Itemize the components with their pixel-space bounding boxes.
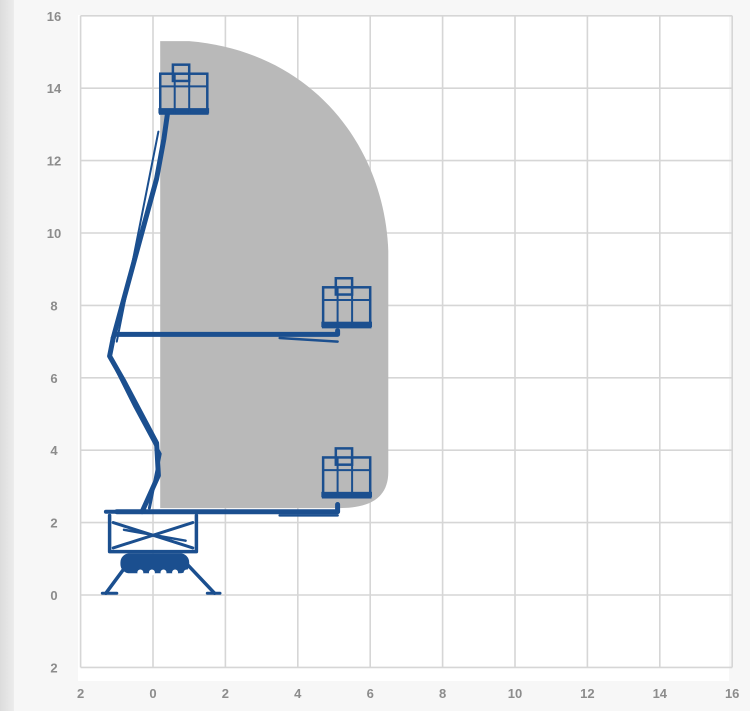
y-tick-label: 8	[50, 298, 57, 313]
platform-low	[321, 456, 372, 499]
boom-horizontal-mid	[114, 328, 341, 337]
chassis-frame	[107, 513, 199, 554]
working-envelope	[160, 41, 389, 509]
lower-boom-rod	[115, 369, 162, 510]
track-base	[120, 553, 190, 574]
track-wheel	[148, 569, 155, 576]
x-tick-label: 4	[294, 686, 302, 701]
platform-mid-floor	[321, 321, 373, 328]
upper-boom	[110, 111, 170, 341]
y-tick-label: 10	[47, 226, 61, 241]
left-border-strip	[0, 0, 14, 711]
platform-low-control-box	[334, 447, 354, 466]
y-axis-ticks: 16 14 12 10 8 6 4 2 0 2	[47, 9, 62, 676]
upper-boom-rod	[115, 130, 160, 343]
y-tick-label: 0	[50, 588, 57, 603]
y-tick-label: 2	[50, 660, 57, 675]
y-tick-label: 16	[47, 9, 61, 24]
track-wheel	[137, 569, 144, 576]
x-tick-label: 6	[367, 686, 374, 701]
chassis-brace	[122, 528, 187, 542]
x-tick-label: 8	[439, 686, 446, 701]
y-tick-label: 14	[47, 81, 62, 96]
y-tick-label: 4	[50, 443, 58, 458]
y-tick-label: 12	[47, 154, 61, 169]
x-tick-label: 2	[222, 686, 229, 701]
x-tick-label: 2	[77, 686, 84, 701]
articulated-boom-lift-icon	[100, 63, 373, 595]
x-tick-label: 16	[725, 686, 739, 701]
boom-horizontal-low	[114, 502, 341, 515]
track-wheel	[183, 569, 190, 576]
y-tick-label: 2	[50, 516, 57, 531]
platform-top-control-box	[171, 63, 191, 83]
x-tick-label: 14	[653, 686, 668, 701]
x-tick-label: 0	[149, 686, 156, 701]
platform-mid-control-box	[334, 277, 354, 296]
x-tick-label: 10	[508, 686, 522, 701]
boom-rod-mid	[278, 336, 339, 343]
track-wheel	[172, 569, 179, 576]
x-axis-ticks: 2 0 2 4 6 8 10 12 14 16	[77, 686, 739, 701]
track-wheel	[160, 569, 167, 576]
platform-low-floor	[321, 491, 373, 498]
x-tick-label: 12	[580, 686, 594, 701]
platform-top-floor	[158, 108, 210, 114]
y-tick-label: 6	[50, 371, 57, 386]
